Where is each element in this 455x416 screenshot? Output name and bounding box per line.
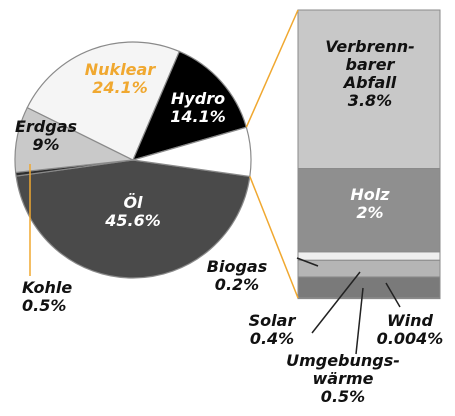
data-label: Holz 2%: [350, 186, 389, 222]
pie-slice: [132, 126, 252, 178]
pie-slice: [131, 50, 248, 161]
bar-segment: [297, 9, 441, 170]
label-name: Erdgas: [14, 117, 78, 136]
label-value: 45.6%: [105, 211, 161, 230]
bar-segment: [297, 259, 441, 278]
label-name: Umgebungs- wärme: [286, 351, 400, 388]
data-label: Hydro 14.1%: [170, 90, 226, 126]
bar-segment: [297, 251, 441, 261]
data-label: Nuklear 24.1%: [85, 61, 155, 97]
bar-segment: [297, 297, 441, 300]
data-label: Solar 0.4%: [249, 312, 296, 348]
label-name: Biogas: [206, 257, 268, 276]
label-name: Solar: [248, 311, 296, 330]
data-label: Erdgas 9%: [15, 118, 77, 154]
connector: [249, 176, 299, 299]
label-value: 24.1%: [92, 78, 148, 97]
leader-line: [355, 287, 364, 355]
label-value: 0.5%: [22, 296, 67, 315]
leader-line: [296, 257, 319, 267]
label-value: 2%: [356, 203, 384, 222]
connector: [245, 9, 299, 128]
data-label: Biogas 0.2%: [207, 258, 267, 294]
data-label: Wind 0.004%: [377, 312, 444, 348]
data-label: Verbrenn- barer Abfall 3.8%: [325, 38, 415, 110]
label-name: Kohle: [22, 278, 73, 297]
label-value: 0.2%: [214, 275, 260, 294]
leader-line: [311, 271, 361, 334]
data-label: Kohle 0.5%: [22, 279, 72, 315]
bar-segment: [297, 168, 441, 253]
bar-segment: [297, 276, 441, 299]
label-value: 0.5%: [320, 387, 366, 406]
data-label: Öl 45.6%: [105, 194, 161, 230]
label-value: 0.4%: [249, 329, 295, 348]
pie-slice: [26, 41, 181, 161]
label-value: 9%: [32, 135, 60, 154]
data-label: Umgebungs- wärme 0.5%: [286, 352, 400, 406]
label-name: Hydro: [170, 89, 226, 108]
label-name: Wind: [387, 311, 433, 330]
leader-line: [385, 282, 401, 308]
label-value: 3.8%: [347, 91, 393, 110]
label-value: 0.004%: [376, 329, 444, 348]
label-name: Öl: [123, 193, 143, 212]
label-value: 14.1%: [170, 107, 226, 126]
label-name: Nuklear: [84, 60, 156, 79]
label-name: Verbrenn- barer Abfall: [325, 37, 415, 92]
label-name: Holz: [350, 185, 390, 204]
